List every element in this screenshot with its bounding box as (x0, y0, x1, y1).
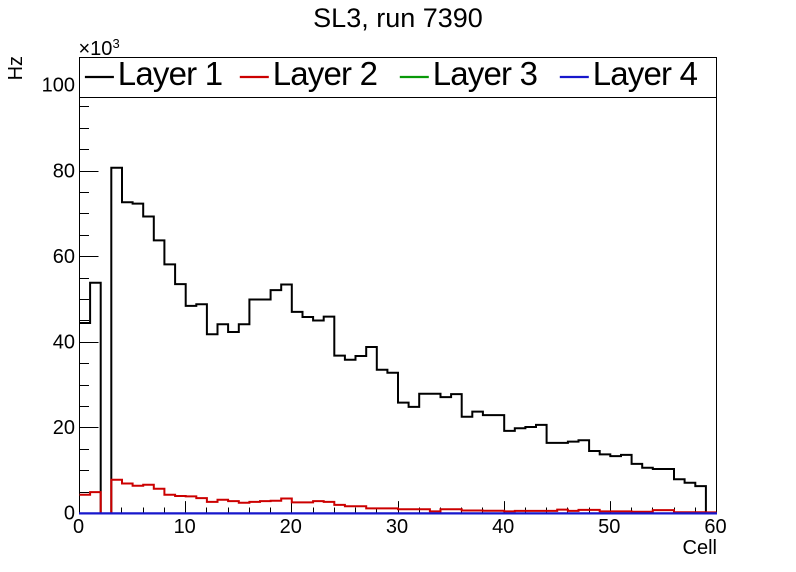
svg-text:40: 40 (492, 516, 514, 538)
svg-text:20: 20 (53, 417, 75, 439)
svg-text:Cell: Cell (683, 537, 717, 559)
svg-text:80: 80 (53, 160, 75, 182)
svg-text:Layer 2: Layer 2 (273, 55, 377, 92)
svg-text:0: 0 (73, 516, 84, 538)
svg-text:Layer 3: Layer 3 (433, 55, 537, 92)
svg-text:SL3, run 7390: SL3, run 7390 (313, 3, 483, 33)
svg-text:×103: ×103 (79, 36, 120, 60)
svg-text:20: 20 (280, 516, 302, 538)
svg-text:Layer 4: Layer 4 (593, 55, 698, 92)
svg-text:Layer 1: Layer 1 (118, 55, 222, 92)
svg-text:Hz: Hz (5, 56, 27, 80)
svg-text:0: 0 (64, 503, 75, 525)
svg-text:10: 10 (174, 516, 196, 538)
svg-text:50: 50 (598, 516, 620, 538)
svg-text:60: 60 (704, 516, 726, 538)
svg-text:100: 100 (42, 75, 75, 97)
svg-text:30: 30 (386, 516, 408, 538)
svg-text:40: 40 (53, 332, 75, 354)
svg-text:60: 60 (53, 246, 75, 268)
